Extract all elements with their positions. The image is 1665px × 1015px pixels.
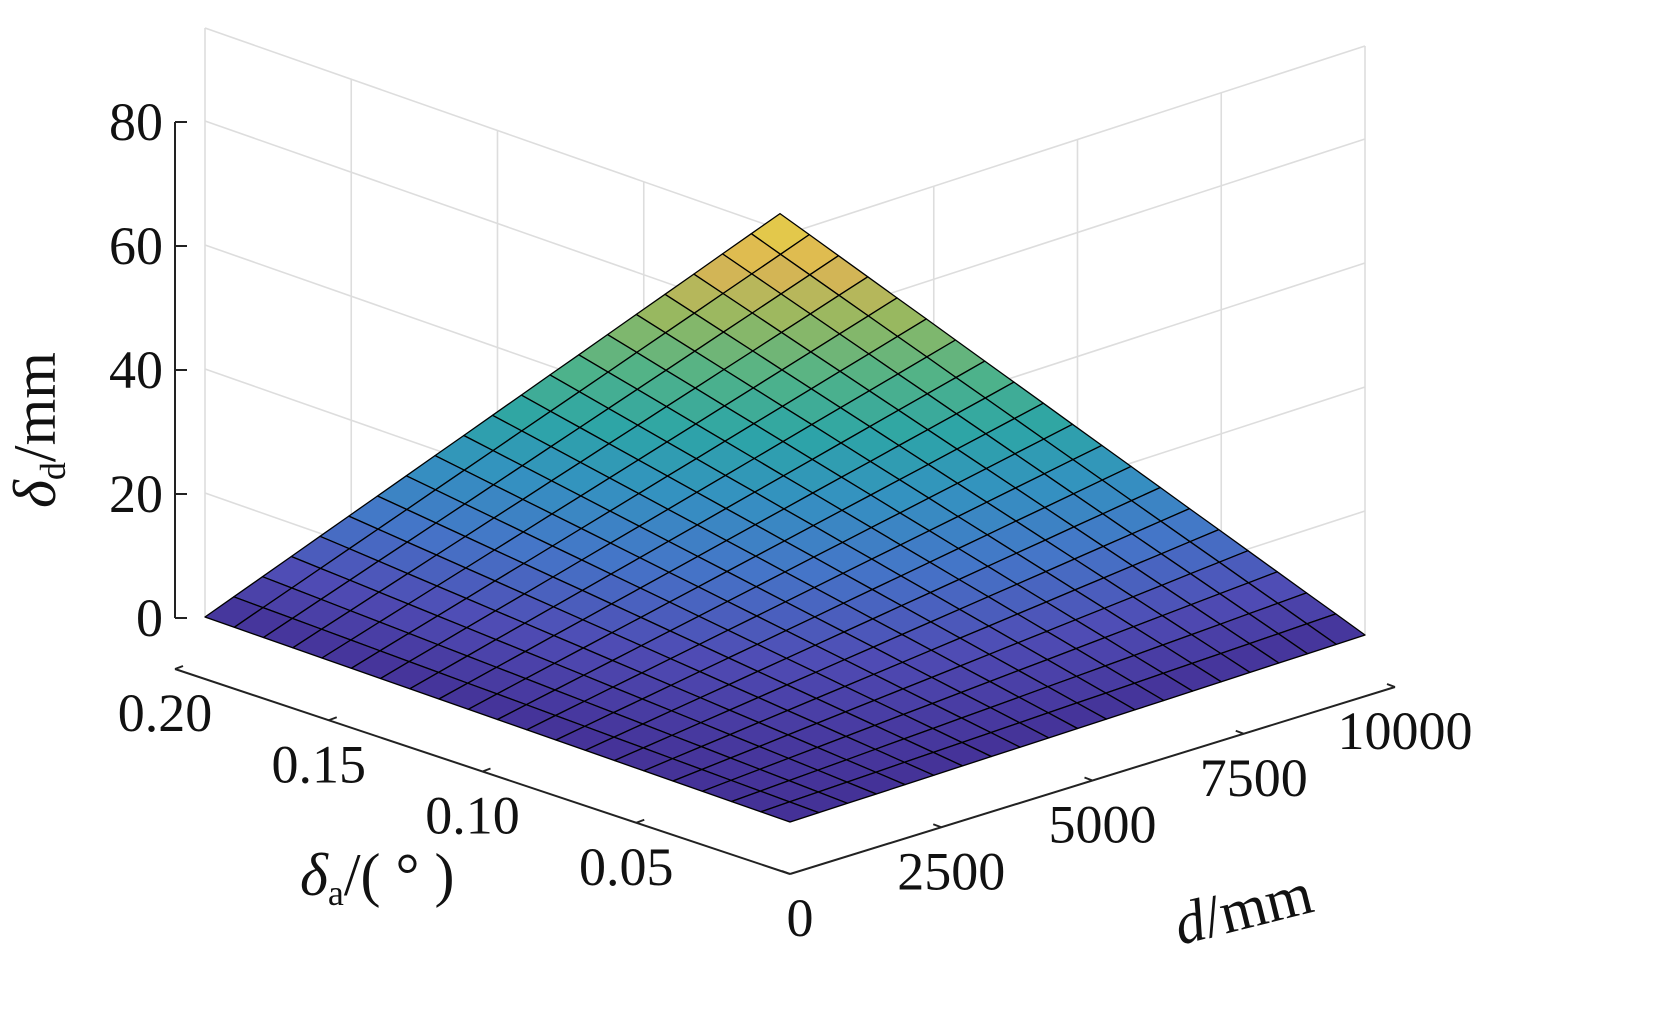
x-tick-label: 7500 [1200, 748, 1308, 808]
z-tick-label: 60 [109, 216, 163, 276]
gridline-top [204, 27, 791, 234]
y-tick-mark [482, 767, 491, 773]
y-tick-mark [174, 665, 184, 670]
x-tick-label: 2500 [897, 841, 1005, 901]
x-tick-label: 0 [787, 888, 814, 948]
gridline-top [789, 45, 1366, 234]
y-tick-label: 0.20 [118, 683, 213, 743]
tick-labels: 0 20 40 60 80 0.20 0.15 0.10 0.05 0 2500 5000 7500 10… [109, 92, 1473, 948]
z-tick-label: 40 [109, 340, 163, 400]
y-tick-label: 0.15 [272, 734, 367, 794]
y-tick-mark [635, 818, 645, 824]
y-tick-mark [328, 716, 338, 722]
x-tick-mark [1386, 683, 1396, 688]
x-axis-label: d/mm [1167, 860, 1319, 958]
x-tick-label: 5000 [1049, 795, 1157, 855]
y-tick-label: 0.10 [425, 786, 520, 846]
svg-text:d/mm: d/mm [1167, 860, 1319, 958]
y-axis-label: δa/( ° ) [300, 842, 455, 913]
x-tick-mark [1235, 729, 1245, 735]
y-tick-label: 0.05 [579, 837, 674, 897]
z-tick-label: 0 [136, 588, 163, 648]
z-tick-label: 20 [109, 464, 163, 524]
svg-text:δa/( ° ): δa/( ° ) [300, 842, 455, 913]
x-tick-mark [781, 870, 791, 875]
x-tick-label: 10000 [1338, 701, 1473, 761]
surface-cell [760, 801, 820, 823]
svg-text:δd/mm: δd/mm [2, 352, 73, 508]
x-tick-mark [932, 823, 942, 829]
surface-mesh [204, 212, 1366, 823]
z-tick-label: 80 [109, 92, 163, 152]
x-tick-mark [1084, 776, 1093, 782]
z-axis-label: δd/mm [2, 352, 73, 508]
